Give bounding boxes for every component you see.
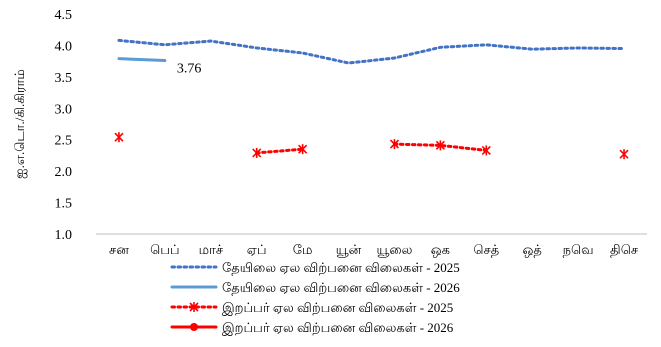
y-tick-label: 3.5 [55, 71, 73, 86]
star-marker [114, 132, 124, 143]
x-tick-label: பெப் [150, 242, 179, 257]
x-tick-label: நவெ [563, 242, 594, 257]
y-tick-label: 3.0 [55, 102, 73, 117]
series-layer: 3.76 [114, 38, 629, 160]
star-marker [481, 145, 491, 156]
series-3 [114, 132, 629, 160]
legend-label: தேயிலை ஏல விற்பனை விலைகள் - 2026 [222, 280, 460, 295]
series-2: 3.76 [117, 57, 202, 77]
star-marker [252, 147, 262, 158]
y-axis-label: ஐ.எ.டொ./கி.கிராம் [12, 69, 27, 179]
x-tick-label: மாச் [199, 242, 223, 257]
series-line [117, 38, 626, 65]
data-label: 3.76 [177, 62, 202, 77]
legend-label: தேயிலை ஏல விற்பனை விலைகள் - 2025 [222, 260, 460, 275]
series-line [117, 57, 167, 63]
star-marker [435, 140, 445, 151]
star-marker [619, 149, 629, 160]
star-marker [389, 139, 400, 150]
y-tick-label: 4.5 [55, 8, 73, 23]
legend-label: இறப்பர் ஏல விற்பனை விலைகள் - 2026 [222, 320, 454, 336]
x-tick-label: சன [109, 242, 129, 257]
x-axis: சன பெப் மாச் ஏப் மே யூன் யூலை ஒக செத் ஒத் நவெ திசெ [96, 233, 647, 257]
legend-entry: தேயிலை ஏல விற்பனை விலைகள் - 2026 [170, 280, 460, 295]
x-tick-label: யூலை [376, 242, 412, 257]
y-tick-label: 1.5 [55, 197, 73, 212]
legend-entry: இறப்பர் ஏல விற்பனை விலைகள் - 2025 [170, 300, 453, 316]
legend-entry: இறப்பர் ஏல விற்பனை விலைகள் - 2026 [170, 320, 454, 336]
x-tick-label: மே [293, 242, 313, 257]
x-tick-label: செத் [473, 242, 499, 257]
legend: தேயிலை ஏல விற்பனை விலைகள் - 2025 தேயிலை ஏ… [170, 260, 460, 336]
x-tick-label: திசெ [610, 242, 638, 257]
y-axis: 1.0 1.5 2.0 2.5 3.0 3.5 4.0 4.5 [55, 8, 73, 243]
series-line [255, 147, 305, 155]
legend-label: இறப்பர் ஏல விற்பனை விலைகள் - 2025 [222, 300, 453, 316]
y-tick-label: 2.5 [55, 134, 73, 149]
y-tick-label: 1.0 [55, 228, 73, 243]
y-tick-label: 2.0 [55, 165, 73, 180]
circle-marker [190, 323, 198, 331]
legend-entry: தேயிலை ஏல விற்பனை விலைகள் - 2025 [170, 260, 460, 275]
x-tick-label: யூன் [336, 242, 362, 257]
x-tick-label: ஒத் [523, 242, 542, 257]
star-marker [298, 144, 308, 155]
x-tick-label: ஏப் [247, 242, 267, 257]
star-marker [189, 302, 199, 312]
x-tick-label: ஒக [431, 242, 450, 257]
series-1 [117, 38, 626, 65]
y-tick-label: 4.0 [55, 39, 73, 54]
